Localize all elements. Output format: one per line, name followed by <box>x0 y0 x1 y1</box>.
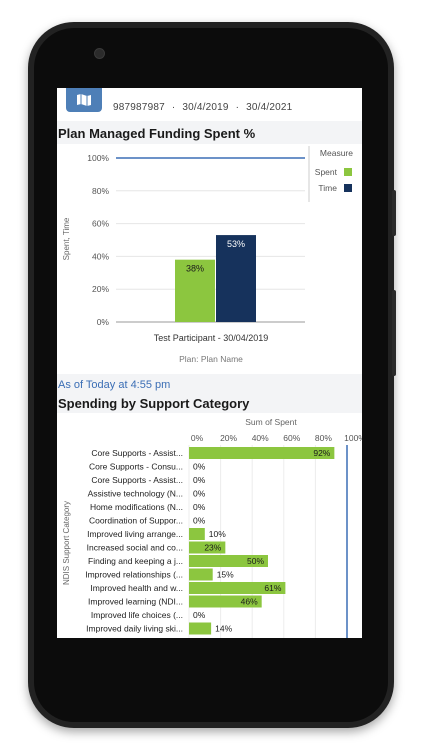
bar-data-label: 0% <box>193 475 206 485</box>
bar-data-label: 0% <box>193 610 206 620</box>
y-tick-label: 20% <box>92 284 109 294</box>
bar-data-label: 10% <box>209 529 226 539</box>
x-tick-label: 80% <box>315 433 332 443</box>
legend-item-spent[interactable]: Spent <box>315 167 338 177</box>
bar-data-label: 46% <box>241 597 258 607</box>
y-axis-label: NDIS Support Category <box>62 501 71 585</box>
y-tick-label: 40% <box>92 251 109 261</box>
support-chart-card: Sum of Spent NDIS Support Category 0% 20%… <box>57 413 362 638</box>
category-bar[interactable] <box>189 555 268 567</box>
bar-data-label: 38% <box>186 264 204 274</box>
bar-data-label: 50% <box>247 556 264 566</box>
category-label: Coordination of Suppor... <box>89 516 183 526</box>
app-screen: 987987987 · 30/4/2019 · 30/4/2021 Plan M… <box>57 88 362 638</box>
funding-chart: Spent, Time 0% 20% 40% 60% 80% 100% 38% 53% Te… <box>62 146 353 364</box>
x-category-label: Test Participant - 30/04/2019 <box>154 333 269 343</box>
funding-chart-card: Spent, Time 0% 20% 40% 60% 80% 100% 38% 53% Te… <box>57 144 362 374</box>
record-type-icon <box>66 88 102 112</box>
x-tick-label: 40% <box>252 433 269 443</box>
map-icon <box>77 94 91 106</box>
category-bar[interactable] <box>189 541 226 554</box>
category-bar[interactable] <box>189 595 262 608</box>
category-label: Core Supports - Assist... <box>91 448 183 458</box>
legend-title: Measure <box>320 148 353 158</box>
x-tick-label: 0% <box>191 433 204 443</box>
y-tick-label: 0% <box>97 317 110 327</box>
bar-data-label: 92% <box>313 448 330 458</box>
front-camera <box>94 48 105 59</box>
bar-data-label: 0% <box>193 462 206 472</box>
bar-data-label: 15% <box>217 570 234 580</box>
support-chart: Sum of Spent NDIS Support Category 0% 20%… <box>62 417 362 638</box>
category-label: Increased social and co... <box>87 543 183 553</box>
funding-chart-title: Plan Managed Funding Spent % <box>58 126 256 141</box>
separator: · <box>235 102 240 113</box>
category-bar[interactable] <box>189 528 205 540</box>
y-tick-label: 60% <box>92 219 109 229</box>
support-chart-title: Spending by Support Category <box>58 396 250 411</box>
category-label: Improved health and w... <box>90 583 183 593</box>
legend-item-time[interactable]: Time <box>318 183 337 193</box>
bar-data-label: 0% <box>193 516 206 526</box>
volume-button <box>392 190 396 236</box>
bar-data-label: 61% <box>264 583 281 593</box>
x-tick-label: 60% <box>283 433 300 443</box>
category-bar[interactable] <box>189 568 213 581</box>
bar-data-label: 23% <box>204 543 221 553</box>
power-button <box>392 290 396 376</box>
plan-start-date: 30/4/2019 <box>182 102 229 113</box>
bar-data-label: 14% <box>215 624 232 634</box>
device-bottom-bezel <box>57 638 362 670</box>
legend-swatch-spent <box>344 168 352 176</box>
category-bar[interactable] <box>189 447 335 459</box>
category-label: Home modifications (N... <box>90 502 183 512</box>
as-of-timestamp: As of Today at 4:55 pm <box>58 379 171 391</box>
bar-data-label: 0% <box>193 489 206 499</box>
separator: · <box>171 102 176 113</box>
y-tick-label: 100% <box>87 153 109 163</box>
record-header: 987987987 · 30/4/2019 · 30/4/2021 <box>57 88 362 121</box>
x-tick-label: 100% <box>344 433 362 443</box>
participant-id: 987987987 <box>113 102 165 113</box>
category-bar[interactable] <box>189 622 212 635</box>
category-label: Improved daily living ski... <box>86 624 183 634</box>
bar-spent[interactable] <box>175 259 215 322</box>
legend-swatch-time <box>344 184 352 192</box>
y-axis-label: Spent, Time <box>62 217 71 260</box>
category-label: Improved relationships (... <box>85 570 183 580</box>
category-label: Improved learning (NDI... <box>88 597 183 607</box>
x-axis-label: Plan: Plan Name <box>179 354 243 364</box>
category-label: Improved life choices (... <box>91 610 183 620</box>
record-subtitle: 987987987 · 30/4/2019 · 30/4/2021 <box>113 102 292 113</box>
x-tick-label: 20% <box>220 433 237 443</box>
category-label: Assistive technology (N... <box>88 489 183 499</box>
x-axis-label: Sum of Spent <box>245 417 297 427</box>
category-label: Improved living arrange... <box>87 529 183 539</box>
y-tick-label: 80% <box>92 186 109 196</box>
bar-data-label: 0% <box>193 502 206 512</box>
category-bar[interactable] <box>189 582 286 594</box>
category-label: Core Supports - Consu... <box>89 462 183 472</box>
bar-time[interactable] <box>216 235 256 322</box>
bar-data-label: 53% <box>227 239 245 249</box>
plan-end-date: 30/4/2021 <box>246 102 293 113</box>
category-label: Core Supports - Assist... <box>91 475 183 485</box>
category-label: Finding and keeping a j... <box>88 556 183 566</box>
